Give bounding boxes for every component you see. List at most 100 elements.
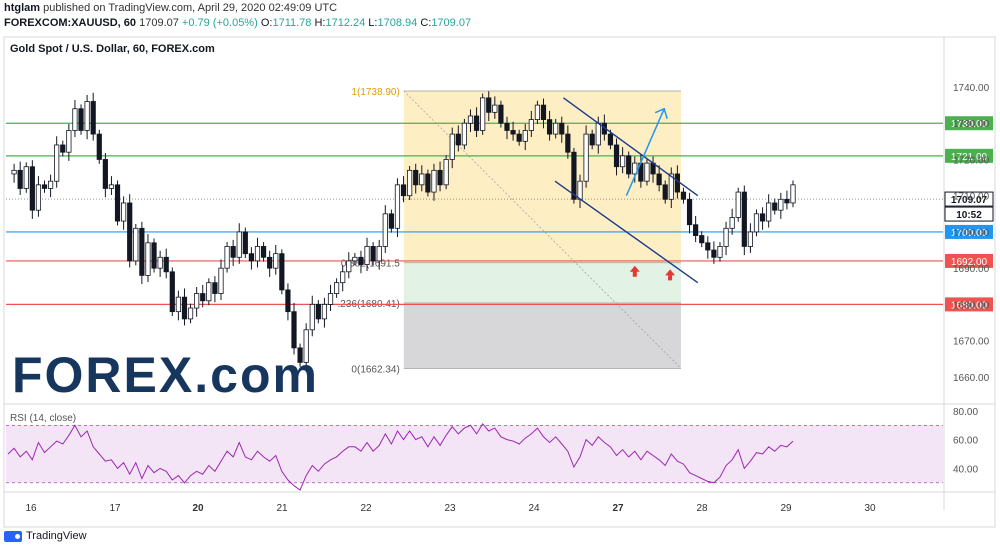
candle-bull [236, 231, 242, 258]
projection-arrow-head [654, 107, 668, 119]
candle-bear [455, 133, 461, 146]
candle-bull [334, 282, 340, 294]
candle-bear [437, 169, 443, 186]
open-value: 1711.78 [272, 17, 312, 29]
rsi-y-tick-label: 40.00 [953, 464, 978, 475]
candle-bear [613, 144, 620, 168]
x-tick-label: 16 [25, 503, 37, 514]
tradingview-icon [4, 530, 22, 542]
candle-bull [553, 122, 559, 135]
y-tick-label: 1710.00 [953, 192, 990, 203]
candle-bull [620, 155, 626, 168]
candle-bull [23, 166, 29, 189]
x-tick-label: 23 [444, 503, 456, 514]
candle-bear [486, 97, 492, 113]
candle-bear [413, 169, 419, 186]
candle-bear [139, 227, 145, 276]
candle-bear [297, 347, 303, 363]
chart-frame [3, 36, 996, 528]
candle-bear [498, 104, 504, 124]
low-label: L: [368, 17, 378, 29]
candle-bear [17, 169, 23, 189]
level-tag-bg [945, 253, 993, 268]
candle-bull [382, 213, 388, 247]
footer-brand[interactable]: TradingView [26, 530, 87, 542]
candle-bear [656, 173, 662, 186]
y-tick-label: 1660.00 [953, 373, 990, 384]
candle-bull [321, 304, 328, 320]
candle-bear [279, 253, 285, 291]
candle-bear [285, 289, 291, 313]
last-price-tag: 1709.07 [951, 195, 988, 206]
change-label: +0.79 (+0.05%) [181, 17, 258, 29]
candle-bull [303, 329, 309, 363]
level-tag-bg [945, 116, 993, 131]
candle-bear [674, 173, 680, 193]
candle-bull [157, 256, 163, 269]
candle-bull [66, 130, 72, 153]
candle-bull [449, 133, 455, 160]
candle-bear [96, 133, 102, 160]
candle-bear [291, 311, 297, 349]
forex-logo: FOREX.com [12, 347, 319, 403]
candle-bear [267, 256, 273, 269]
fib-level-label: 1(1738.90) [351, 87, 399, 98]
rsi-y-tick-label: 80.00 [953, 407, 978, 418]
candle-bear [242, 231, 248, 255]
candle-bear [504, 122, 510, 131]
y-tick-label: 1690.00 [953, 264, 990, 275]
high-label: H: [314, 17, 326, 29]
up-arrow-icon [629, 265, 640, 277]
candle-bull [218, 267, 224, 294]
candle-bear [388, 213, 394, 229]
x-tick-label: 29 [780, 503, 792, 514]
y-tick-label: 1680.00 [953, 300, 990, 311]
candle-bull [394, 184, 401, 229]
candle-bear [400, 184, 407, 197]
forex-logo-text: FOREX.com [12, 347, 319, 403]
candle-bull [352, 256, 358, 262]
last-price-tag-bg [944, 191, 994, 207]
candle-bull [461, 122, 467, 146]
y-tick-label: 1670.00 [953, 337, 990, 348]
candle-bear [693, 224, 699, 236]
rsi-band [6, 425, 943, 483]
candle-bull [723, 227, 729, 247]
candle-bear [772, 202, 778, 211]
x-tick-label: 17 [109, 503, 121, 514]
candle-bear [607, 133, 614, 146]
candle-bear [127, 202, 133, 262]
last-price-label: 1709.07 [139, 17, 179, 29]
candle-bull [84, 101, 90, 131]
candle-bull [273, 253, 279, 269]
candle-bull [595, 122, 601, 146]
candle-bear [784, 198, 790, 204]
rsi-label: RSI (14, close) [10, 413, 76, 424]
rsi-pane: RSI (14, close) 40.00 60.00 80.00 [6, 407, 978, 491]
candle-bull [717, 246, 723, 258]
candle-bear [315, 304, 321, 320]
author-name[interactable]: htglam [4, 2, 41, 14]
ohlc-bar: FOREXCOM:XAUUSD, 60 1709.07 +0.79 (+0.05… [4, 17, 471, 29]
candle-bear [114, 184, 121, 222]
candle-bear [589, 133, 595, 146]
fib-level-label: 0(1662.34) [351, 364, 399, 375]
candle-bull [778, 198, 784, 211]
rsi-line [7, 422, 794, 491]
countdown-tag-bg [944, 206, 994, 222]
candle-bull [735, 191, 741, 218]
rsi-y-tick-label: 60.00 [953, 436, 978, 447]
candle-bear [41, 184, 48, 189]
level-tag-bg [945, 148, 993, 163]
close-label: C: [420, 17, 432, 29]
candle-bear [60, 144, 66, 153]
candle-bull [534, 104, 541, 121]
candle-bull [492, 104, 498, 113]
fib-level-label: 0.382(1691.5 [341, 259, 400, 270]
candle-bull [327, 293, 334, 305]
fib-zone-lower [403, 302, 681, 369]
candle-bull [407, 169, 413, 197]
candle-bull [47, 180, 54, 189]
x-tick-label: 22 [360, 503, 372, 514]
